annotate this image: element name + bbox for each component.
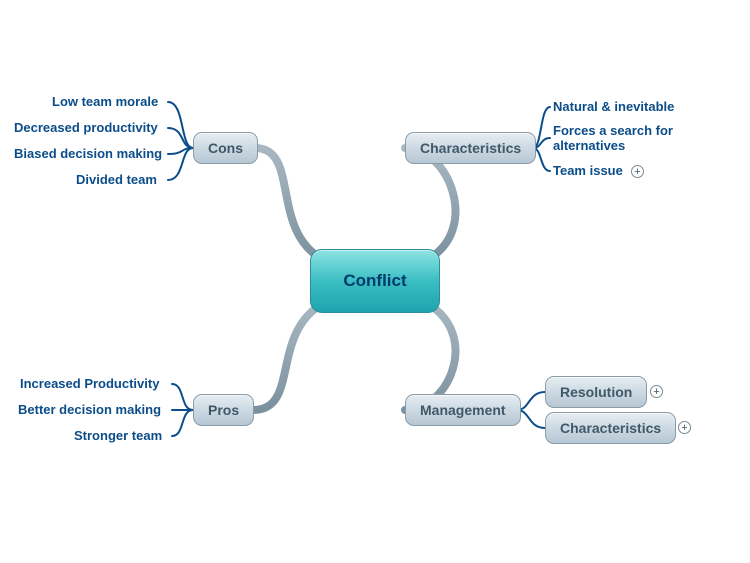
leaf-pros-1[interactable]: Better decision making: [18, 403, 161, 418]
subnode-management-0[interactable]: Resolution: [545, 376, 647, 408]
center-node[interactable]: Conflict: [310, 249, 440, 313]
leaf-cons-3[interactable]: Divided team: [76, 173, 157, 188]
expand-icon[interactable]: +: [631, 165, 644, 178]
leaf-pros-2[interactable]: Stronger team: [74, 429, 162, 444]
expand-icon[interactable]: +: [650, 385, 663, 398]
expand-icon[interactable]: +: [678, 421, 691, 434]
leaf-cons-2[interactable]: Biased decision making: [14, 147, 162, 162]
leaf-characteristics-0[interactable]: Natural & inevitable: [553, 100, 674, 115]
leaf-pros-0[interactable]: Increased Productivity: [20, 377, 159, 392]
branch-cons[interactable]: Cons: [193, 132, 258, 164]
leaf-cons-1[interactable]: Decreased productivity: [14, 121, 158, 136]
branch-management[interactable]: Management: [405, 394, 521, 426]
branch-characteristics[interactable]: Characteristics: [405, 132, 536, 164]
leaf-cons-0[interactable]: Low team morale: [52, 95, 158, 110]
leaf-characteristics-1[interactable]: Forces a search for alternatives: [553, 124, 693, 154]
branch-pros[interactable]: Pros: [193, 394, 254, 426]
subnode-management-1[interactable]: Characteristics: [545, 412, 676, 444]
leaf-characteristics-2[interactable]: Team issue: [553, 164, 623, 179]
